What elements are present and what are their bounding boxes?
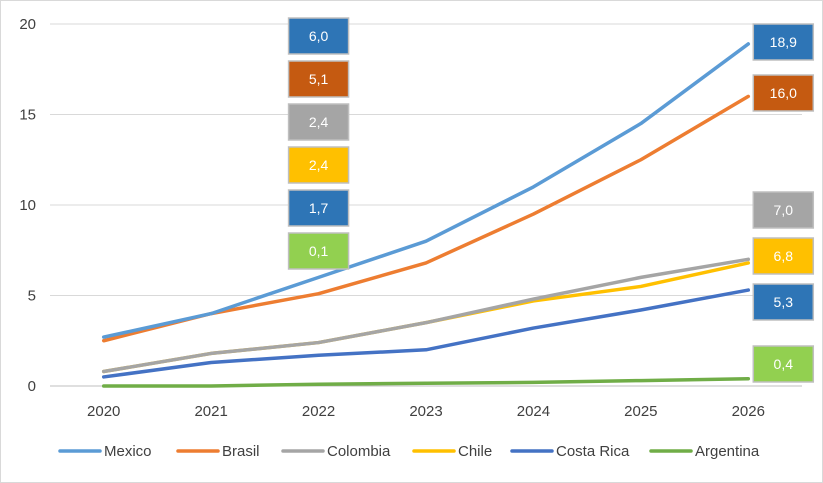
y-tick-label: 15	[19, 107, 36, 124]
data-label-box	[752, 23, 815, 61]
series-line-brasil	[101, 94, 751, 343]
data-label: 1,7	[287, 189, 350, 227]
data-label-text: 7,0	[774, 202, 794, 218]
series-line-colombia	[101, 257, 751, 374]
data-label: 5,3	[752, 283, 815, 321]
data-label-box	[752, 74, 815, 112]
data-label: 2,4	[287, 103, 350, 141]
x-tick-label: 2023	[409, 403, 442, 420]
data-label-box	[287, 60, 350, 98]
y-tick-label: 20	[19, 16, 36, 33]
y-tick-label: 10	[19, 197, 36, 214]
data-label-text: 6,0	[309, 28, 329, 44]
data-label: 7,0	[752, 191, 815, 229]
data-label: 6,0	[287, 17, 350, 55]
data-label-text: 2,4	[309, 114, 329, 130]
data-label: 2,4	[287, 146, 350, 184]
data-label-box	[287, 103, 350, 141]
data-label-box	[287, 189, 350, 227]
data-label-box	[752, 237, 815, 275]
series-line-mexico	[101, 42, 751, 339]
data-label: 0,4	[752, 345, 815, 383]
x-tick-label: 2025	[624, 403, 657, 420]
legend-label: Chile	[458, 443, 492, 460]
legend-label: Brasil	[222, 443, 260, 460]
x-tick-label: 2026	[732, 403, 765, 420]
series-line-costa-rica	[101, 288, 751, 379]
x-tick-label: 2020	[87, 403, 120, 420]
y-tick-label: 0	[28, 378, 36, 395]
data-label-box	[752, 345, 815, 383]
data-label-text: 5,3	[774, 294, 794, 310]
data-label-box	[287, 232, 350, 270]
data-label-box	[752, 283, 815, 321]
data-label-text: 18,9	[770, 34, 797, 50]
series-line-argentina	[101, 377, 751, 388]
data-label-box	[752, 191, 815, 229]
data-label-text: 5,1	[309, 71, 329, 87]
data-label-box	[287, 17, 350, 55]
data-label-text: 6,8	[774, 248, 794, 264]
data-label-box	[287, 146, 350, 184]
x-tick-label: 2022	[302, 403, 335, 420]
data-label: 0,1	[287, 232, 350, 270]
data-label: 16,0	[752, 74, 815, 112]
x-tick-label: 2021	[194, 403, 227, 420]
data-label-text: 16,0	[770, 85, 797, 101]
y-tick-label: 5	[28, 288, 36, 305]
legend-label: Argentina	[695, 443, 760, 460]
data-label-text: 0,1	[309, 243, 329, 259]
legend-label: Mexico	[104, 443, 152, 460]
data-label: 6,8	[752, 237, 815, 275]
data-label-text: 1,7	[309, 200, 329, 216]
legend-label: Costa Rica	[556, 443, 630, 460]
data-label: 18,9	[752, 23, 815, 61]
legend-label: Colombia	[327, 443, 391, 460]
data-label-text: 0,4	[774, 356, 794, 372]
x-tick-label: 2024	[517, 403, 550, 420]
data-label: 5,1	[287, 60, 350, 98]
data-label-text: 2,4	[309, 157, 329, 173]
